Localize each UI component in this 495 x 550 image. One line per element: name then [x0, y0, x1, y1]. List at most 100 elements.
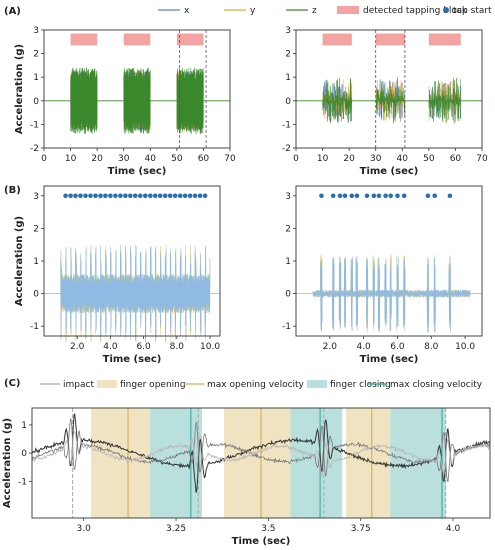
plot-a-left: 0 10 20 30 40 50 60 70 -2 -1 0 1 2 3 Time (sec) Acceler…: [14, 26, 236, 177]
y-tick-label: 3: [33, 26, 39, 36]
x-tick-label: 10.0: [200, 342, 220, 352]
tap-start-marker: [364, 193, 370, 199]
y-tick-label: 0: [285, 97, 291, 107]
x-tick-label: 8.0: [170, 342, 185, 352]
y-tick-label: 1: [21, 421, 27, 431]
tap-start-marker: [401, 193, 407, 199]
y-tick-label: 1: [285, 73, 291, 83]
tap-start-marker: [388, 193, 394, 199]
legend-patch: [307, 380, 327, 388]
panel-label-b: (B): [4, 185, 21, 196]
tap-start-marker: [103, 193, 108, 199]
tap-start-marker: [98, 193, 103, 199]
x-tick-label: 20: [91, 154, 103, 164]
series-z: [70, 67, 98, 134]
x-tick-label: 60: [198, 154, 210, 164]
y-tick-label: 0: [285, 290, 291, 300]
acceleration-trace-1: [31, 418, 491, 482]
axes-frame: [43, 185, 221, 337]
series-z: [375, 77, 406, 124]
x-tick-label: 30: [370, 154, 382, 164]
x-tick-label: 50: [423, 154, 435, 164]
x-tick-label: 3.0: [77, 524, 92, 534]
tap-start-marker: [73, 193, 78, 199]
tap-start-marker: [108, 193, 113, 199]
tap-start-marker: [148, 193, 153, 199]
x-tick-label: 60: [450, 154, 462, 164]
plot-a-right: 0 10 20 30 40 50 60 70 -2 -1 0 1 2 3 Time (sec): [282, 26, 488, 177]
legend-label: y: [250, 6, 256, 16]
x-tick-label: 40: [145, 154, 157, 164]
tap-start-marker: [152, 193, 158, 199]
x-tick-label: 70: [224, 154, 236, 164]
y-tick-label: -1: [30, 120, 39, 130]
tap-start-marker: [342, 193, 348, 199]
x-axis-label: Time (sec): [360, 354, 419, 365]
series-z: [176, 67, 204, 134]
axes-frame: [295, 185, 483, 337]
axes-frame: [295, 29, 483, 149]
panel-label-c: (C): [4, 378, 20, 389]
finger-closing-span: [290, 408, 343, 518]
tapping-block-0: [322, 33, 352, 46]
tap-start-marker: [172, 193, 178, 199]
tap-start-marker: [354, 193, 360, 199]
tap-start-marker: [113, 193, 118, 199]
x-tick-label: 10: [317, 154, 329, 164]
tap-start-marker: [432, 193, 438, 199]
y-tick-label: 2: [33, 50, 39, 60]
y-tick-label: -1: [18, 477, 27, 487]
tapping-block-1: [123, 33, 151, 46]
tapping-block-2: [428, 33, 461, 46]
x-tick-label: 4.0: [356, 342, 371, 352]
x-axis-label: Time (sec): [103, 354, 162, 365]
x-tick-label: 70: [476, 154, 488, 164]
tap-start-marker: [383, 193, 388, 199]
y-tick-label: -2: [282, 144, 291, 154]
tap-start-marker: [376, 193, 382, 199]
tap-start-marker: [337, 193, 343, 199]
tap-start-marker: [197, 193, 203, 199]
y-tick-label: 2: [285, 50, 291, 60]
x-tick-label: 4.0: [103, 342, 118, 352]
y-tick-label: 2: [33, 224, 39, 234]
tap-start-marker: [63, 193, 68, 199]
tap-start-marker: [143, 193, 148, 199]
y-tick-label: 3: [285, 192, 291, 202]
legend-label: finger closing: [330, 380, 391, 390]
legend-label: tap start: [453, 6, 492, 16]
tap-start-marker: [68, 193, 73, 199]
legend-label: x: [184, 6, 190, 16]
x-axis-label: Time (sec): [360, 166, 419, 177]
series-z: [123, 67, 151, 134]
x-tick-label: 0: [41, 154, 47, 164]
tap-start-marker: [447, 193, 453, 199]
legend-label: max opening velocity: [207, 380, 305, 390]
x-tick-label: 8.0: [424, 342, 439, 352]
x-tick-label: 3.25: [166, 524, 186, 534]
x-tick-label: 40: [397, 154, 409, 164]
tap-start-marker: [319, 193, 324, 199]
plot-b-right: 2.0 4.0 6.0 8.0 10.0 -1 0 1 2 3 Time (sec): [282, 185, 483, 365]
tap-start-marker: [78, 193, 83, 199]
y-tick-label: -2: [30, 144, 39, 154]
acceleration-trace-2: [31, 431, 491, 477]
tap-start-marker: [202, 193, 208, 199]
y-axis-label: Acceleration (g): [2, 418, 13, 508]
tap-start-marker: [395, 193, 400, 199]
tap-start-marker: [192, 193, 198, 199]
y-tick-label: 0: [33, 290, 39, 300]
plot-c: 3.0 3.25 3.5 3.75 4.0 -1 0 1 Time (sec) Accelerat…: [2, 407, 491, 547]
legend-label: z: [312, 6, 317, 16]
x-tick-label: 20: [343, 154, 355, 164]
tapping-block-0: [70, 33, 98, 46]
legend-c: impact finger opening max opening velocity…: [40, 380, 483, 390]
finger-opening-span: [345, 408, 391, 518]
tap-start-marker: [133, 193, 138, 199]
tap-start-marker: [349, 193, 355, 199]
x-axis-label: Time (sec): [108, 166, 167, 177]
y-tick-label: 3: [33, 192, 39, 202]
y-tick-label: 2: [285, 224, 291, 234]
